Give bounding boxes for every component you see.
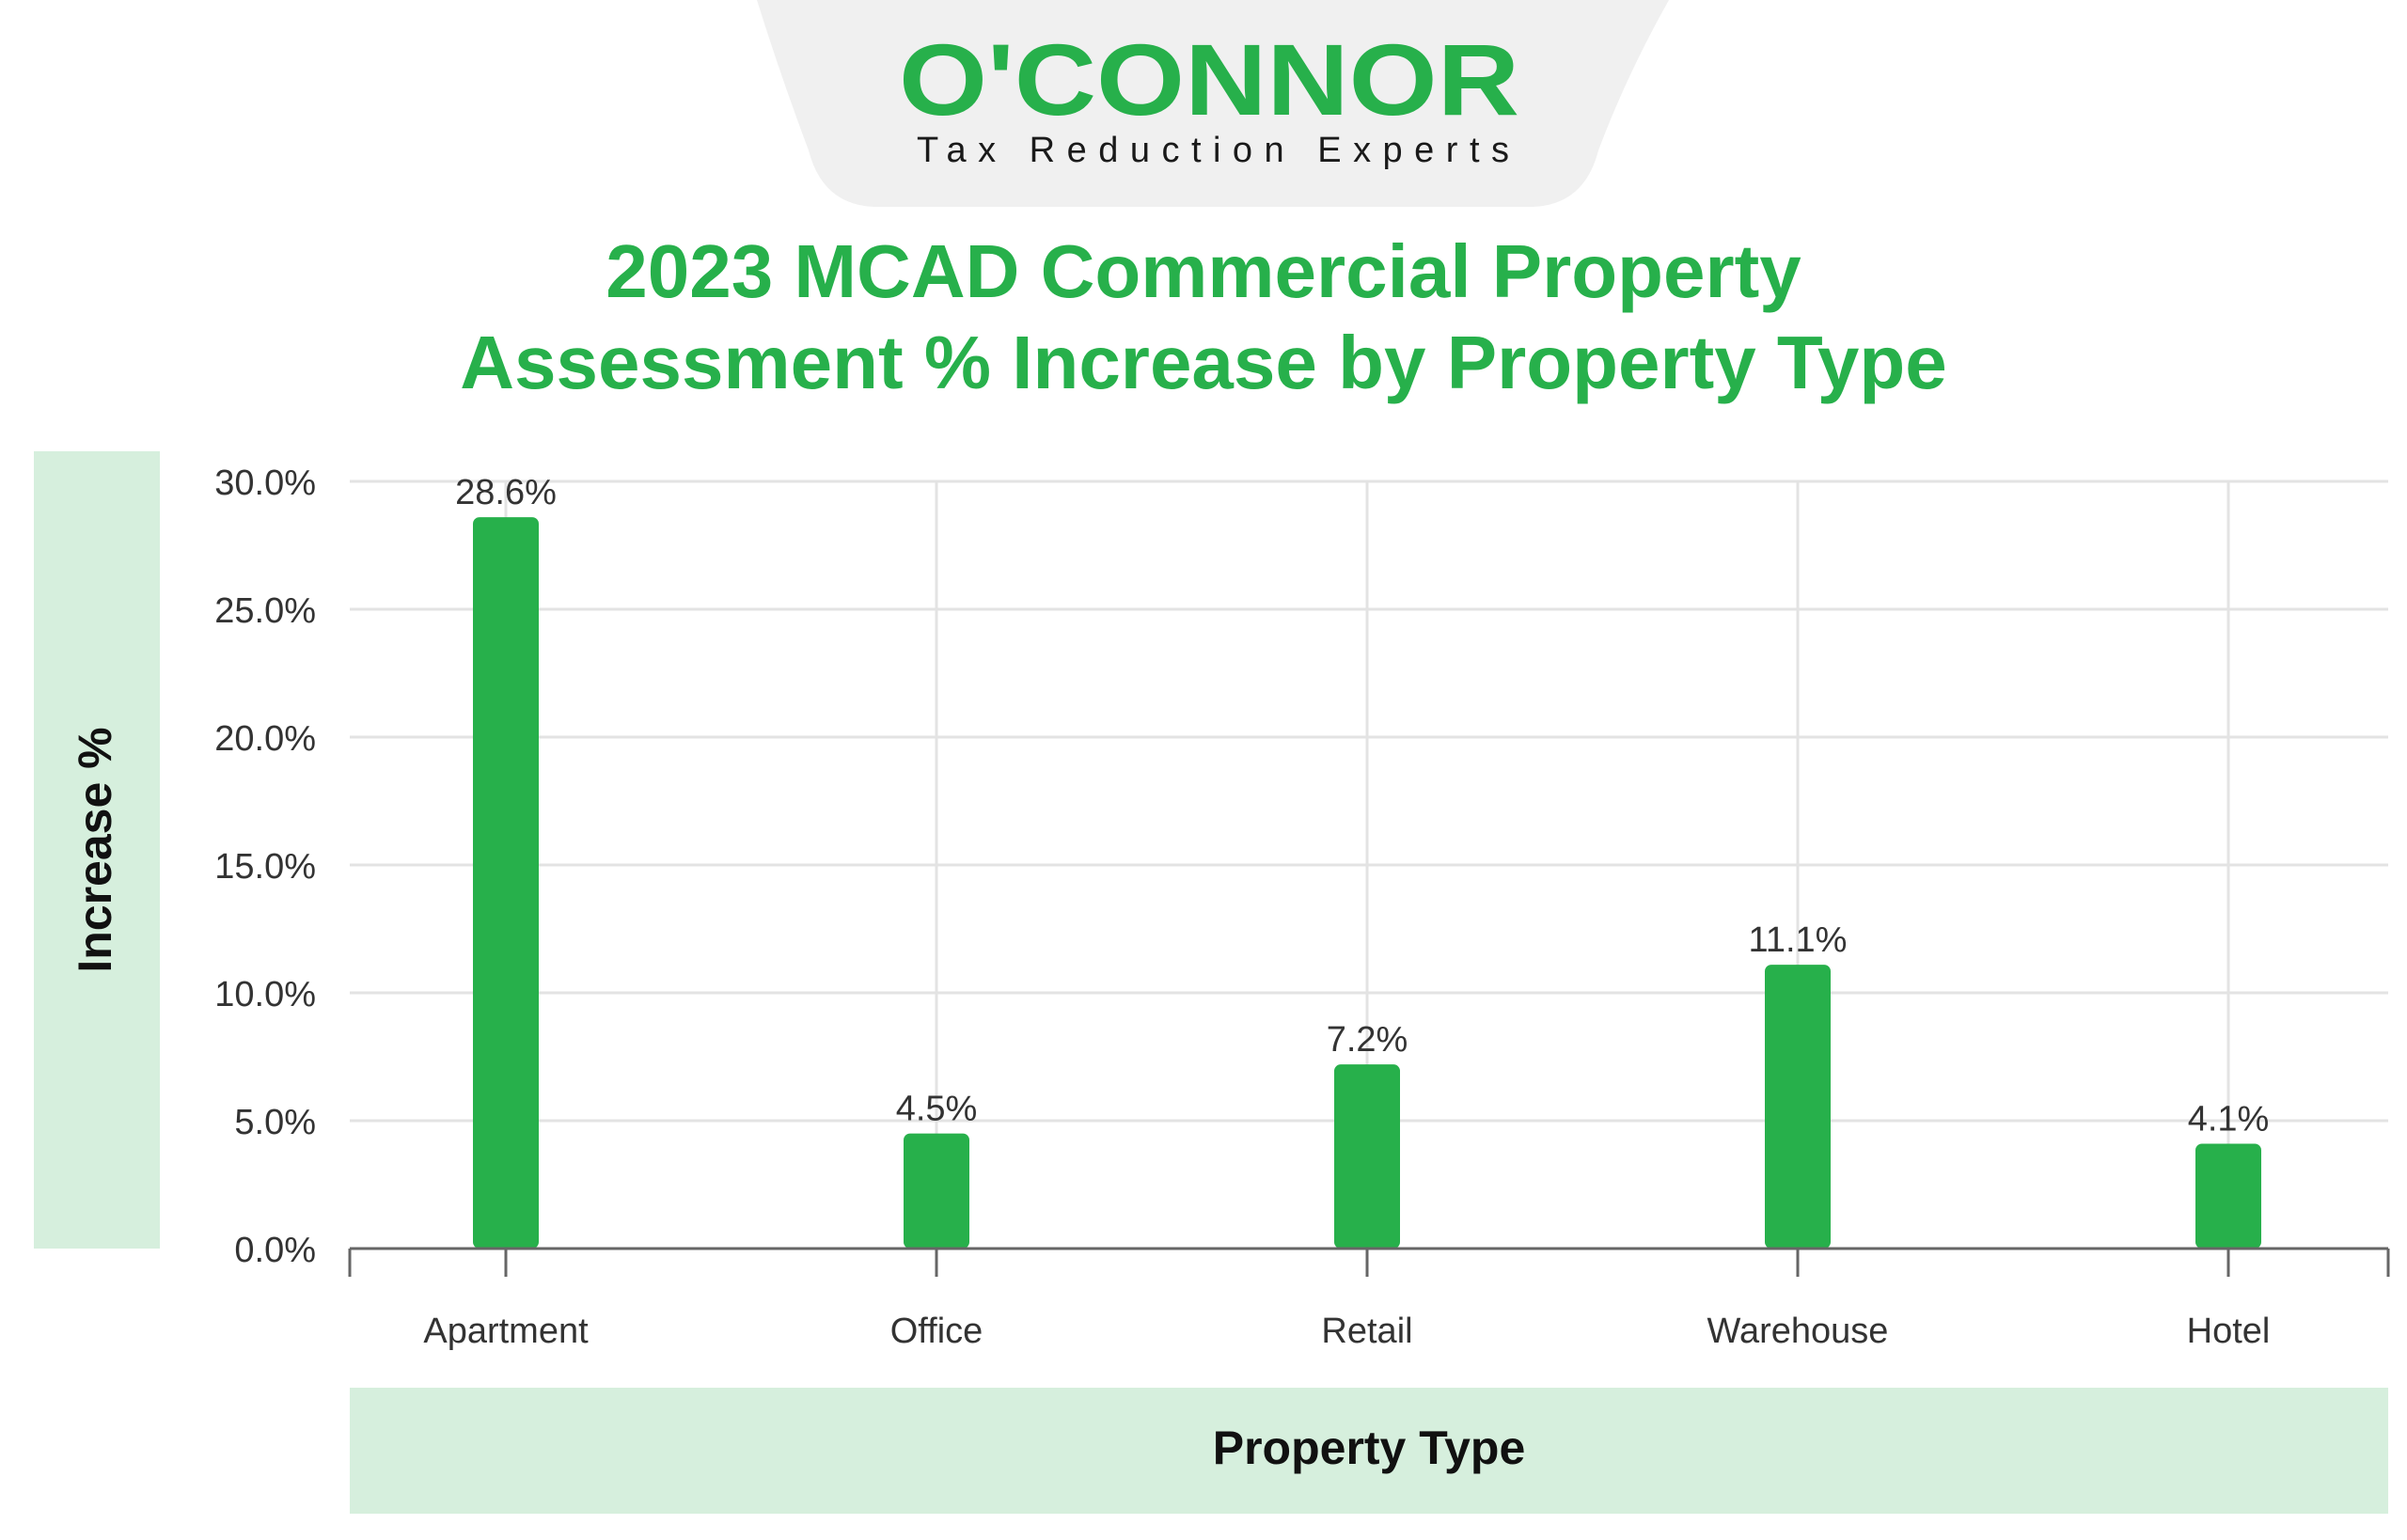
y-tick-label: 20.0% <box>214 719 316 759</box>
bar-office <box>904 1133 969 1249</box>
x-tick-label: Office <box>890 1312 983 1351</box>
brand-header: O'CONNOR Tax Reduction Experts <box>757 0 1669 207</box>
y-axis-label-band <box>34 451 160 1249</box>
x-tick-label: Warehouse <box>1707 1312 1889 1351</box>
bar-apartment <box>473 517 539 1249</box>
chart-title-line-2: Assessment % Increase by Property Type <box>460 321 1947 404</box>
x-axis-label-band <box>350 1388 2388 1514</box>
chart-title: 2023 MCAD Commercial Property Assessment… <box>0 226 2407 408</box>
bar-value-label: 11.1% <box>1749 920 1848 960</box>
x-axis-label: Property Type <box>1213 1422 1526 1474</box>
brand-logo-wordmark: O'CONNOR <box>899 23 1519 136</box>
bar-value-label: 7.2% <box>1327 1020 1408 1060</box>
y-tick-label: 25.0% <box>214 591 316 631</box>
y-tick-label: 30.0% <box>214 464 316 503</box>
y-tick-label: 15.0% <box>214 847 316 887</box>
bar-retail <box>1334 1064 1400 1249</box>
bar-value-label: 4.5% <box>896 1090 978 1129</box>
y-axis-label: Increase % <box>69 727 121 972</box>
x-tick-label: Hotel <box>2187 1312 2271 1351</box>
bar-hotel <box>2195 1143 2261 1249</box>
x-tick-label: Apartment <box>423 1312 589 1351</box>
bar-value-label: 28.6% <box>455 473 557 512</box>
x-tick-label: Retail <box>1321 1312 1412 1351</box>
bar-warehouse <box>1765 965 1831 1249</box>
y-tick-label: 0.0% <box>234 1231 316 1270</box>
chart-title-line-1: 2023 MCAD Commercial Property <box>606 229 1801 313</box>
brand-tab-background <box>757 0 1669 207</box>
bar-value-label: 4.1% <box>2188 1099 2270 1139</box>
y-tick-label: 10.0% <box>214 975 316 1014</box>
y-tick-label: 5.0% <box>234 1103 316 1142</box>
